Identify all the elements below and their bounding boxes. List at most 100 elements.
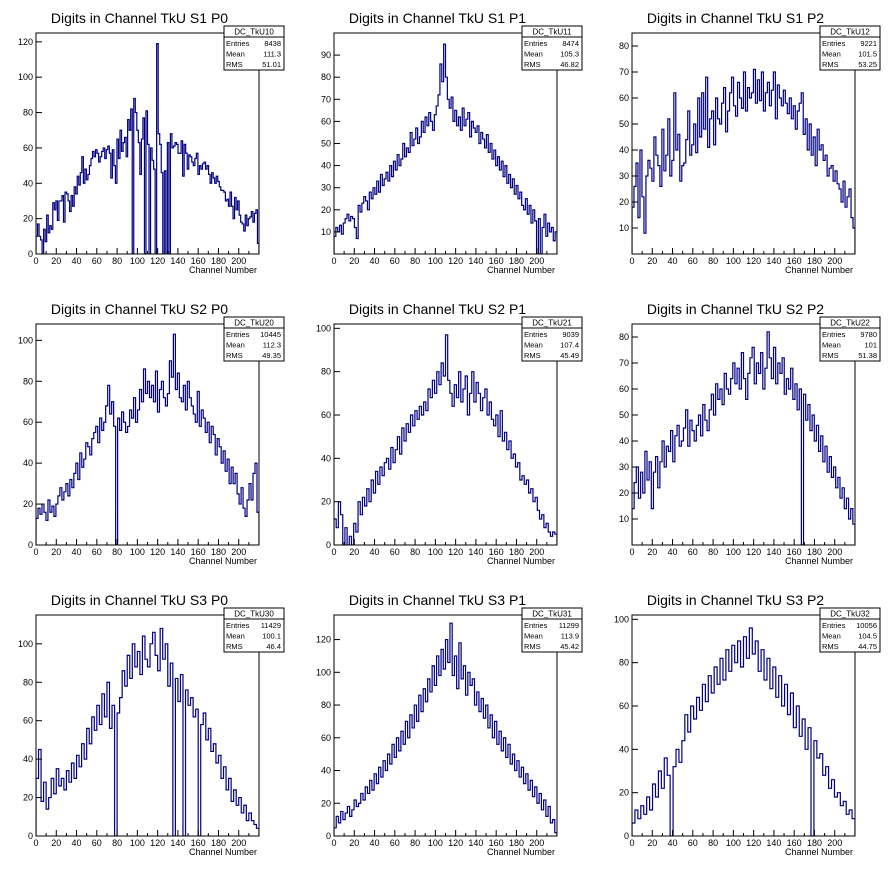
y-tick-label: 50 [619, 119, 629, 129]
stats-histogram-name: DC_TkU30 [234, 610, 274, 619]
y-tick-label: 20 [23, 499, 33, 509]
y-tick-label: 40 [321, 766, 331, 776]
x-axis-label: Channel Number [189, 556, 257, 566]
stats-value: 111.3 [263, 50, 281, 59]
stats-box: DC_TkU22 Entries 9780 Mean 101 RMS 51.38 [819, 316, 881, 362]
chart-title: Digits in Channel TkU S3 P2 [647, 592, 824, 608]
y-tick-label: 60 [619, 384, 629, 394]
stats-label: RMS [226, 60, 243, 69]
x-tick-label: 140 [170, 256, 185, 266]
x-tick-label: 140 [468, 547, 483, 557]
stats-box: DC_TkU21 Entries 9039 Mean 107.4 RMS 45.49 [521, 316, 583, 362]
chart-title: Digits in Channel TkU S1 P0 [51, 10, 228, 26]
y-tick-label: 20 [619, 788, 629, 798]
x-tick-label: 20 [51, 547, 61, 557]
y-tick-label: 60 [23, 716, 33, 726]
x-tick-label: 40 [668, 256, 678, 266]
stats-histogram-name: DC_TkU20 [234, 319, 274, 328]
chart-title: Digits in Channel TkU S3 P0 [51, 592, 228, 608]
x-tick-label: 180 [211, 838, 226, 848]
x-tick-label: 180 [211, 547, 226, 557]
x-tick-label: 40 [72, 256, 82, 266]
x-tick-label: 0 [629, 547, 634, 557]
x-tick-label: 140 [170, 838, 185, 848]
y-tick-label: 30 [619, 462, 629, 472]
x-tick-label: 0 [33, 838, 38, 848]
x-tick-label: 200 [529, 838, 544, 848]
histogram-line [632, 627, 855, 836]
y-tick-label: 80 [321, 367, 331, 377]
stats-value: 46.82 [560, 60, 579, 69]
stats-box: DC_TkU20 Entries 10445 Mean 112.3 RMS 49.35 [223, 316, 285, 362]
x-axis-label: Channel Number [785, 556, 853, 566]
stats-value: 107.4 [560, 341, 579, 350]
y-tick-label: 80 [321, 700, 331, 710]
stats-label: Mean [226, 50, 245, 59]
x-tick-label: 60 [92, 547, 102, 557]
stats-box: DC_TkU12 Entries 9221 Mean 101.5 RMS 53.25 [819, 25, 881, 71]
stats-box: DC_TkU32 Entries 10056 Mean 104.5 RMS 44.75 [819, 607, 881, 653]
y-tick-label: 20 [619, 488, 629, 498]
x-tick-label: 40 [370, 838, 380, 848]
histogram-svg: Digits in Channel TkU S1 P2 10 20 30 40 50 60 7… [619, 10, 881, 275]
y-tick-label: 70 [321, 94, 331, 104]
x-tick-label: 40 [668, 838, 678, 848]
x-tick-label: 140 [468, 838, 483, 848]
x-tick-label: 20 [51, 838, 61, 848]
x-axis-label: Channel Number [189, 847, 257, 857]
x-tick-label: 120 [448, 838, 463, 848]
stats-value: 9039 [562, 330, 579, 339]
stats-label: Entries [226, 39, 250, 48]
x-axis-label: Channel Number [785, 265, 853, 275]
x-tick-label: 60 [688, 256, 698, 266]
x-tick-label: 0 [629, 256, 634, 266]
stats-label: Mean [524, 341, 543, 350]
x-tick-label: 80 [410, 256, 420, 266]
histogram-panel-DC_TkU12: Digits in Channel TkU S1 P2 10 20 30 40 50 60 7… [596, 0, 894, 291]
x-tick-label: 40 [370, 256, 380, 266]
x-tick-label: 20 [349, 547, 359, 557]
histogram-svg: Digits in Channel TkU S2 P2 10 20 30 40 50 60 7… [619, 301, 881, 566]
stats-value: 112.3 [263, 341, 281, 350]
x-tick-label: 120 [746, 838, 761, 848]
y-tick-label: 80 [619, 332, 629, 342]
x-tick-label: 180 [807, 838, 822, 848]
x-tick-label: 120 [746, 256, 761, 266]
x-tick-label: 200 [231, 547, 246, 557]
y-tick-label: 120 [18, 37, 33, 47]
x-axis-label: Channel Number [487, 847, 555, 857]
stats-label: Entries [524, 330, 548, 339]
stats-label: Mean [822, 50, 841, 59]
x-tick-label: 0 [331, 256, 336, 266]
y-tick-label: 0 [624, 831, 629, 841]
histogram-line [36, 627, 259, 836]
y-tick-label: 10 [619, 514, 629, 524]
stats-box: DC_TkU10 Entries 8438 Mean 111.3 RMS 51.01 [223, 25, 285, 71]
stats-histogram-name: DC_TkU31 [532, 610, 572, 619]
chart-title: Digits in Channel TkU S2 P1 [349, 301, 526, 317]
stats-box: DC_TkU30 Entries 11429 Mean 100.1 RMS 46.4 [223, 607, 285, 653]
y-tick-label: 20 [23, 214, 33, 224]
x-tick-label: 80 [708, 838, 718, 848]
stats-histogram-name: DC_TkU32 [830, 610, 870, 619]
histogram-line [334, 622, 557, 836]
x-tick-label: 100 [428, 838, 443, 848]
x-tick-label: 140 [766, 256, 781, 266]
x-tick-label: 60 [92, 838, 102, 848]
y-tick-label: 70 [619, 67, 629, 77]
chart-title: Digits in Channel TkU S3 P1 [349, 592, 526, 608]
x-tick-label: 80 [112, 256, 122, 266]
stats-label: RMS [226, 351, 243, 360]
stats-value: 9221 [860, 39, 877, 48]
stats-value: 49.35 [262, 351, 281, 360]
x-tick-label: 200 [529, 256, 544, 266]
x-tick-label: 80 [708, 547, 718, 557]
histogram-svg: Digits in Channel TkU S3 P2 0 20 40 60 80 100 0… [614, 592, 881, 857]
x-tick-label: 180 [509, 256, 524, 266]
stats-value: 8474 [562, 39, 579, 48]
stats-histogram-name: DC_TkU10 [234, 28, 274, 37]
x-tick-label: 40 [72, 547, 82, 557]
y-tick-label: 100 [316, 667, 331, 677]
stats-label: RMS [226, 642, 243, 651]
stats-value: 9780 [860, 330, 877, 339]
